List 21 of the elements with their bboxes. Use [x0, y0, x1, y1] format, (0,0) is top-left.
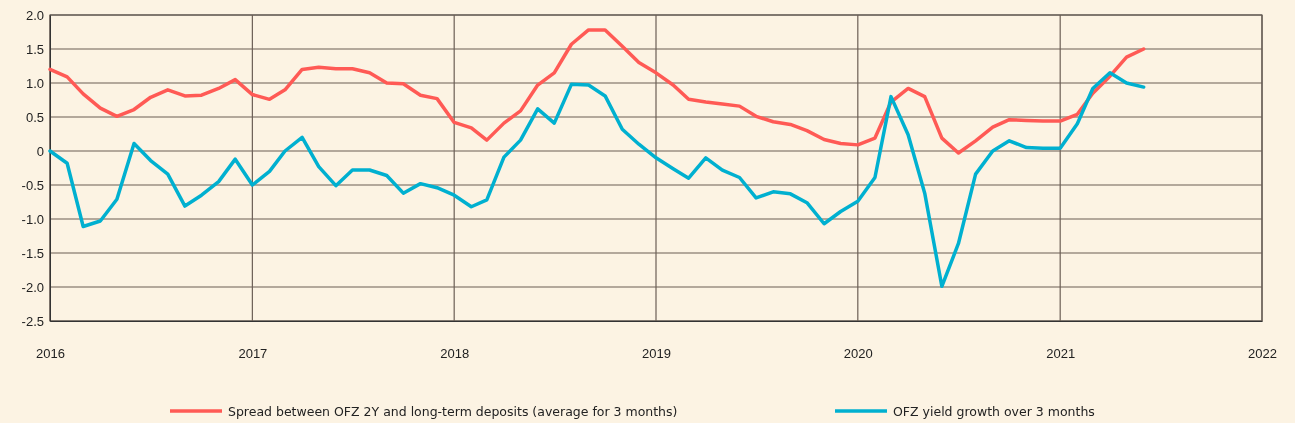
y-tick-label: -2.0	[21, 279, 44, 295]
y-tick-label: 1.5	[25, 41, 44, 57]
y-tick-label: -1.5	[21, 245, 44, 261]
x-tick-label: 2019	[642, 346, 671, 362]
line-series	[48, 28, 1146, 155]
y-tick-label: 0	[36, 143, 44, 159]
legend-label: Spread between OFZ 2Y and long-term deposits (average for 3 months)	[228, 403, 678, 419]
y-tick-label: -1.0	[21, 211, 44, 227]
y-tick-label: 2.0	[25, 7, 44, 23]
x-tick-label: 2020	[843, 346, 873, 362]
x-tick-label: 2018	[440, 346, 470, 362]
legend-label: OFZ yield growth over 3 months	[893, 403, 1095, 419]
y-tick-label: -0.5	[21, 177, 44, 193]
y-tick-label: 0.5	[25, 109, 44, 125]
y-tick-label: 1.0	[25, 75, 44, 91]
x-tick-label: 2016	[36, 346, 65, 362]
x-tick-label: 2017	[238, 346, 268, 362]
x-tick-label: 2022	[1248, 346, 1277, 362]
line-series	[48, 71, 1146, 289]
x-tick-label: 2021	[1046, 346, 1076, 362]
y-tick-label: -2.5	[21, 313, 44, 329]
